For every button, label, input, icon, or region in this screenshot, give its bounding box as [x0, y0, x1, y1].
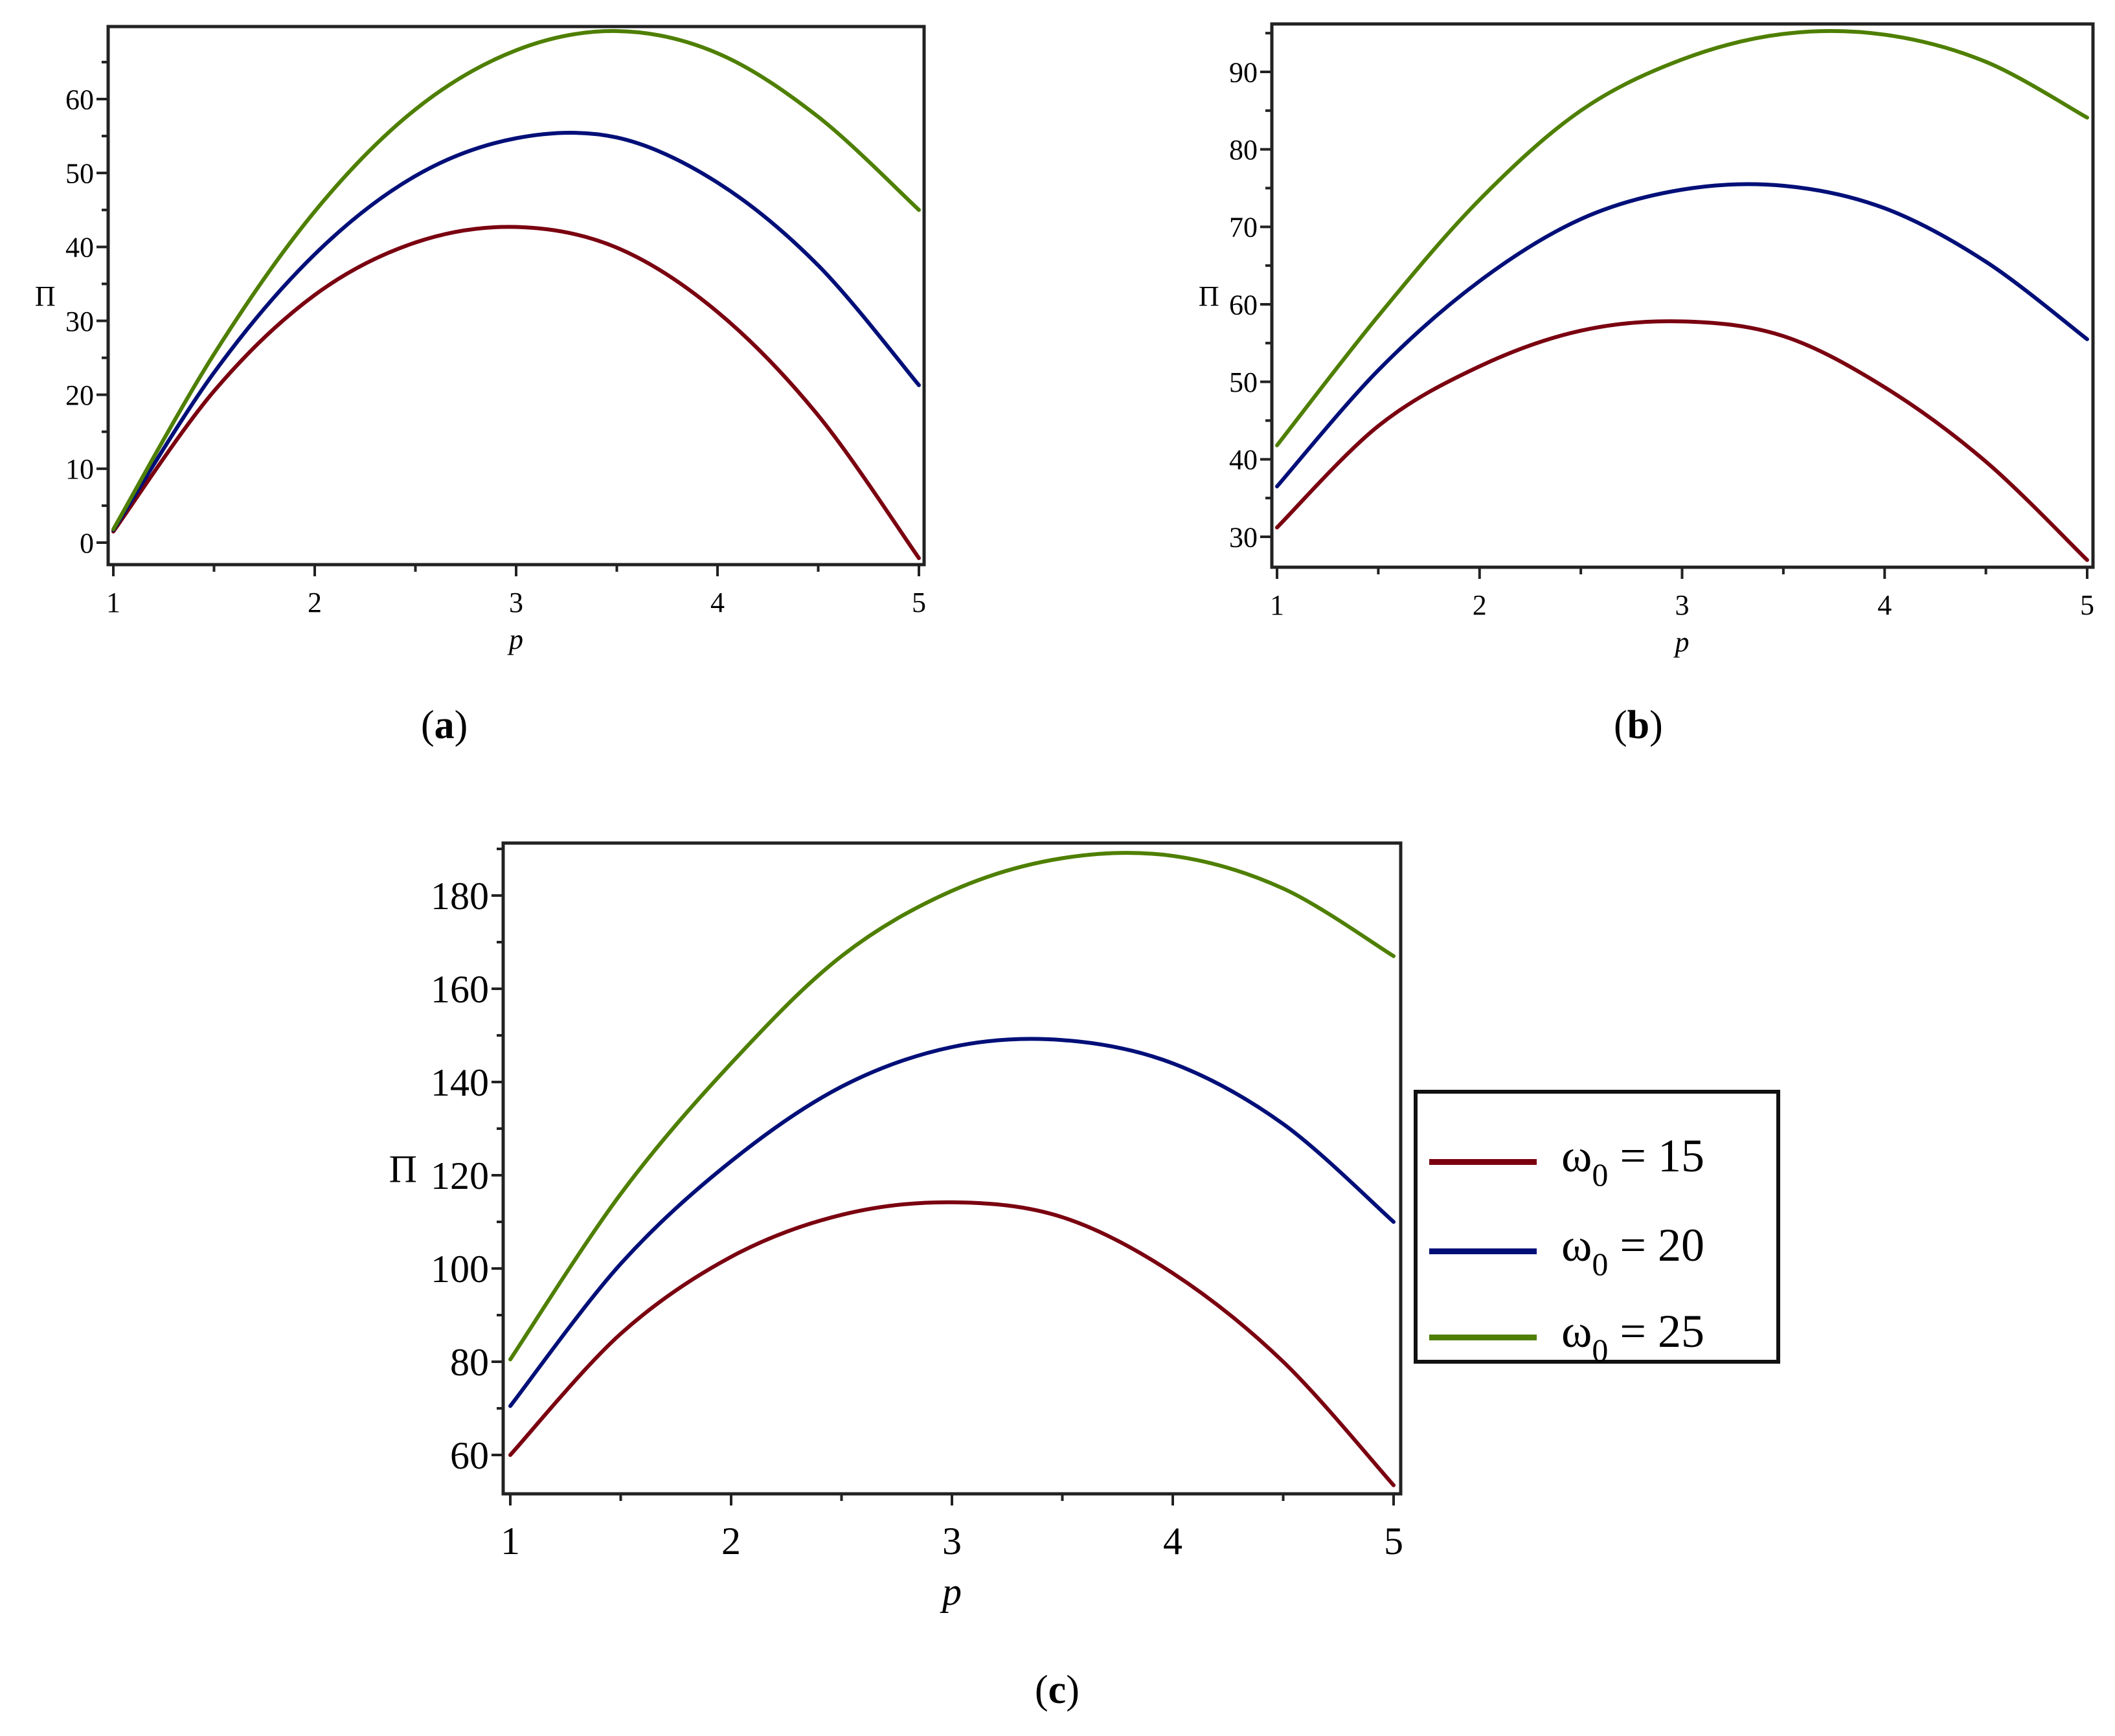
series-line-omega-25: [1275, 28, 2089, 447]
y-tick-label: 60: [65, 84, 94, 115]
x-tick-label: 1: [501, 1520, 520, 1562]
series-line-omega-15: [1275, 319, 2089, 562]
y-tick-label: 60: [450, 1434, 489, 1477]
series-line-omega-25: [111, 28, 921, 532]
series-line-omega-20: [508, 1037, 1396, 1408]
legend-label: ω0 = 20: [1561, 1219, 1704, 1282]
x-tick-label: 2: [308, 587, 322, 618]
x-axis-label: p: [1673, 626, 1690, 658]
y-tick-label: 10: [65, 453, 94, 485]
x-tick-label: 2: [1473, 589, 1487, 621]
legend-swatch-green: [1429, 1334, 1537, 1340]
caption-c: (c): [1035, 1668, 1080, 1712]
series-line-omega-20: [1275, 182, 2089, 489]
y-tick-label: 80: [450, 1341, 489, 1384]
x-tick-label: 4: [1877, 589, 1892, 621]
caption-b: (b): [1614, 703, 1663, 747]
x-axis-label: p: [940, 1570, 962, 1613]
y-tick-label: 160: [431, 968, 489, 1011]
legend-swatch-blue: [1429, 1248, 1537, 1254]
y-tick-label: 30: [65, 306, 94, 337]
legend-item-omega-20: ω0 = 20: [1429, 1222, 1704, 1280]
y-tick-label: 20: [65, 379, 94, 411]
legend-swatch-red: [1429, 1158, 1537, 1165]
y-tick-label: 70: [1229, 212, 1258, 243]
series-line-omega-20: [111, 130, 921, 532]
y-axis-label: Π: [1199, 280, 1219, 312]
x-tick-label: 4: [1163, 1520, 1182, 1562]
x-tick-label: 1: [106, 587, 120, 618]
x-tick-label: 4: [710, 587, 725, 618]
legend-item-omega-25: ω0 = 25: [1429, 1308, 1704, 1366]
y-tick-label: 180: [431, 875, 489, 918]
x-tick-label: 1: [1270, 589, 1284, 621]
series-line-omega-15: [508, 1200, 1396, 1487]
y-tick-label: 140: [431, 1061, 489, 1104]
chart-panel-b: 1 2 3 4 5 30 40 50 60 70 80 90 p Π: [1199, 22, 2095, 658]
y-tick-label: 0: [80, 527, 94, 559]
y-tick-label: 40: [65, 232, 94, 264]
y-tick-label: 90: [1229, 56, 1258, 88]
legend-box: ω0 = 15 ω0 = 20 ω0 = 25: [1414, 1090, 1780, 1366]
y-tick-label: 50: [1229, 366, 1258, 398]
y-tick-label: 100: [431, 1248, 489, 1291]
x-tick-label: 2: [721, 1520, 741, 1562]
series-line-omega-15: [111, 225, 921, 560]
series-line-omega-25: [508, 851, 1396, 1362]
y-tick-label: 60: [1229, 289, 1258, 321]
chart-panel-c: 1 2 3 4 5 60 80 100 120 140 160 180 p Π: [389, 841, 1403, 1613]
legend-label: ω0 = 25: [1561, 1305, 1704, 1368]
y-tick-label: 50: [65, 158, 94, 190]
y-tick-label: 120: [431, 1155, 489, 1197]
x-tick-label: 5: [2080, 589, 2094, 621]
y-tick-label: 40: [1229, 444, 1258, 476]
plot-frame: [106, 25, 926, 567]
legend-label: ω0 = 15: [1561, 1130, 1704, 1193]
x-tick-label: 3: [942, 1520, 962, 1562]
x-tick-label: 5: [912, 587, 926, 618]
y-axis-label: Π: [35, 280, 56, 312]
legend-item-omega-15: ω0 = 15: [1429, 1133, 1704, 1191]
y-tick-label: 80: [1229, 134, 1258, 166]
caption-a: (a): [421, 703, 468, 747]
x-tick-label: 3: [1675, 589, 1690, 621]
y-axis-label: Π: [389, 1148, 417, 1191]
x-tick-label: 3: [509, 587, 523, 618]
y-tick-label: 30: [1229, 521, 1258, 553]
x-axis-label: p: [507, 624, 523, 655]
x-tick-label: 5: [1384, 1520, 1403, 1562]
